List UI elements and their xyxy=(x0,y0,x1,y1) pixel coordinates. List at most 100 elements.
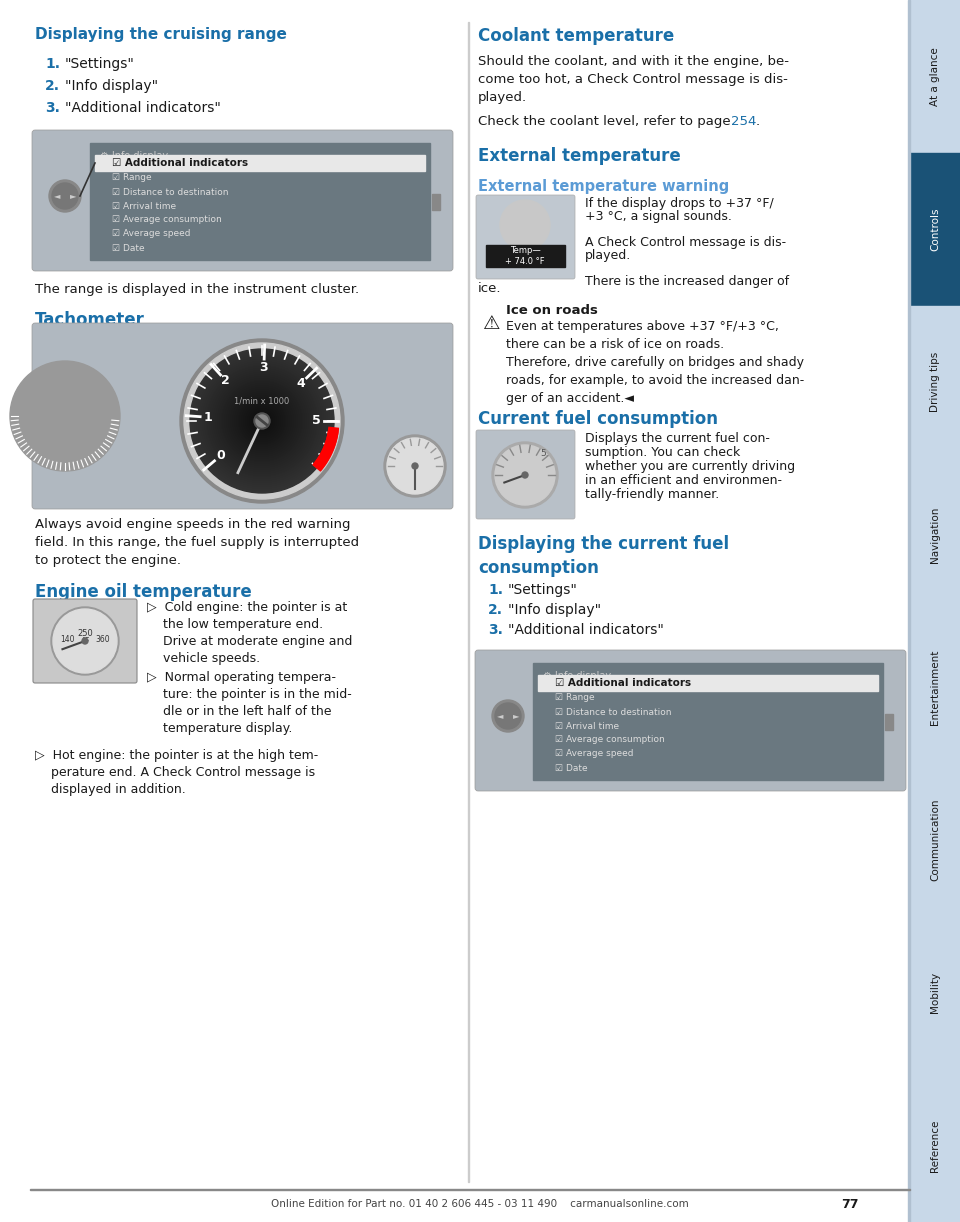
Text: 5: 5 xyxy=(312,414,321,428)
Text: ▷  Cold engine: the pointer is at
    the low temperature end.
    Drive at mode: ▷ Cold engine: the pointer is at the low… xyxy=(147,601,352,665)
Circle shape xyxy=(192,351,332,491)
Circle shape xyxy=(229,389,295,455)
Text: ☑ Arrival time: ☑ Arrival time xyxy=(555,721,619,731)
Circle shape xyxy=(384,435,446,497)
Circle shape xyxy=(190,349,334,492)
Text: 77: 77 xyxy=(841,1198,859,1211)
Text: Ice on roads: Ice on roads xyxy=(506,304,598,316)
FancyBboxPatch shape xyxy=(33,599,137,683)
Text: Entertainment: Entertainment xyxy=(930,650,940,725)
Circle shape xyxy=(49,180,81,211)
Circle shape xyxy=(212,371,312,470)
Text: in an efficient and environmen-: in an efficient and environmen- xyxy=(585,474,782,488)
Circle shape xyxy=(207,367,317,477)
Text: Mobility: Mobility xyxy=(930,973,940,1013)
Circle shape xyxy=(257,415,267,426)
Circle shape xyxy=(228,387,296,455)
Text: .: . xyxy=(756,115,760,128)
Text: 1: 1 xyxy=(204,411,212,424)
Text: A Check Control message is dis-: A Check Control message is dis- xyxy=(585,236,786,249)
Bar xyxy=(910,916,960,1069)
Text: played.: played. xyxy=(585,249,632,262)
Circle shape xyxy=(226,385,298,457)
Circle shape xyxy=(231,390,293,452)
Text: 2.: 2. xyxy=(488,602,503,617)
Text: Even at temperatures above +37 °F/+3 °C,
there can be a risk of ice on roads.
Th: Even at temperatures above +37 °F/+3 °C,… xyxy=(506,320,804,404)
Circle shape xyxy=(250,409,274,433)
Text: 3.: 3. xyxy=(488,623,503,637)
Circle shape xyxy=(246,404,278,437)
Circle shape xyxy=(495,445,555,505)
Bar xyxy=(910,611,960,764)
Circle shape xyxy=(252,411,272,431)
Circle shape xyxy=(215,374,309,468)
Text: If the display drops to +37 °F/: If the display drops to +37 °F/ xyxy=(585,197,774,210)
Text: "Info display": "Info display" xyxy=(65,79,158,93)
Text: ▷  Hot engine: the pointer is at the high tem-
    perature end. A Check Control: ▷ Hot engine: the pointer is at the high… xyxy=(35,749,319,796)
Text: At a glance: At a glance xyxy=(930,46,940,106)
Text: ☑ Average speed: ☑ Average speed xyxy=(555,749,634,759)
Circle shape xyxy=(235,393,289,448)
Circle shape xyxy=(220,379,304,463)
Circle shape xyxy=(492,700,524,732)
Circle shape xyxy=(221,380,303,462)
Text: Always avoid engine speeds in the red warning
field. In this range, the fuel sup: Always avoid engine speeds in the red wa… xyxy=(35,518,359,567)
Circle shape xyxy=(241,400,283,442)
Text: ☑ Range: ☑ Range xyxy=(112,174,152,182)
Text: Online Edition for Part no. 01 40 2 606 445 - 03 11 490    carmanualsonline.com: Online Edition for Part no. 01 40 2 606 … xyxy=(271,1199,689,1209)
Circle shape xyxy=(224,382,300,459)
Text: Engine oil temperature: Engine oil temperature xyxy=(35,583,252,601)
Bar xyxy=(533,664,883,780)
Text: ☑ Additional indicators: ☑ Additional indicators xyxy=(555,678,691,688)
Circle shape xyxy=(194,353,330,489)
Text: Displaying the cruising range: Displaying the cruising range xyxy=(35,27,287,42)
Circle shape xyxy=(249,408,275,434)
Bar xyxy=(910,0,960,153)
Circle shape xyxy=(218,378,306,466)
Text: ☑ Date: ☑ Date xyxy=(555,764,588,772)
Text: sumption. You can check: sumption. You can check xyxy=(585,446,740,459)
Text: Navigation: Navigation xyxy=(930,506,940,563)
Circle shape xyxy=(492,442,558,508)
Bar xyxy=(910,0,960,1222)
Text: ◄: ◄ xyxy=(496,711,503,721)
Circle shape xyxy=(219,378,305,464)
Circle shape xyxy=(223,382,301,459)
Circle shape xyxy=(184,343,340,499)
Text: 0: 0 xyxy=(216,450,225,462)
Text: Reference: Reference xyxy=(930,1119,940,1172)
Circle shape xyxy=(217,376,307,466)
Circle shape xyxy=(209,368,315,474)
Text: "Info display": "Info display" xyxy=(508,602,601,617)
Text: Coolant temperature: Coolant temperature xyxy=(478,27,674,45)
Text: ☑ Average speed: ☑ Average speed xyxy=(112,230,190,238)
Text: The range is displayed in the instrument cluster.: The range is displayed in the instrument… xyxy=(35,284,359,296)
Circle shape xyxy=(51,607,119,675)
Circle shape xyxy=(232,391,292,451)
Text: ☑ Average consumption: ☑ Average consumption xyxy=(555,736,664,744)
Circle shape xyxy=(522,472,528,478)
Circle shape xyxy=(254,413,270,429)
Circle shape xyxy=(211,370,313,472)
Bar xyxy=(538,675,878,690)
Text: Temp—
+ 74.0 °F: Temp— + 74.0 °F xyxy=(505,246,545,266)
Circle shape xyxy=(204,363,320,479)
Circle shape xyxy=(198,357,326,485)
Circle shape xyxy=(243,402,281,440)
Text: ►: ► xyxy=(70,192,76,200)
Text: ice.: ice. xyxy=(478,282,501,295)
Circle shape xyxy=(213,371,311,470)
Text: ☑ Distance to destination: ☑ Distance to destination xyxy=(555,708,671,716)
Circle shape xyxy=(387,437,443,494)
Circle shape xyxy=(247,406,277,436)
Text: Communication: Communication xyxy=(930,799,940,881)
Bar xyxy=(908,0,910,1222)
Circle shape xyxy=(52,183,78,209)
Circle shape xyxy=(255,414,269,428)
Text: ☑ Distance to destination: ☑ Distance to destination xyxy=(112,187,228,197)
Circle shape xyxy=(234,393,290,448)
Circle shape xyxy=(259,418,265,424)
Circle shape xyxy=(200,359,324,483)
Text: ⚙ Info display: ⚙ Info display xyxy=(100,152,168,161)
Circle shape xyxy=(258,417,266,425)
